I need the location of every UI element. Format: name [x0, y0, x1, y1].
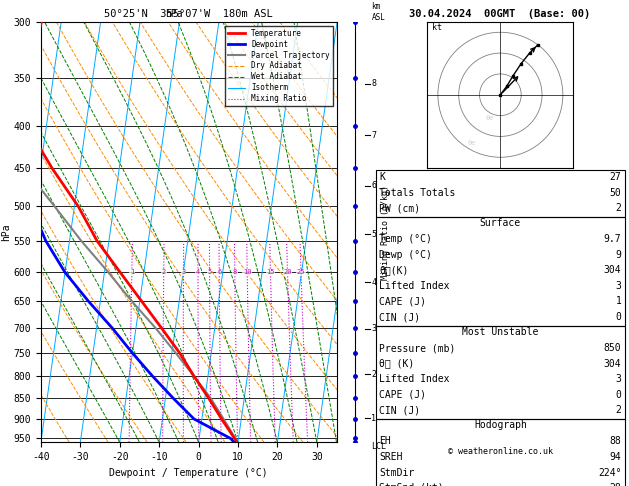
Text: 8: 8	[371, 79, 376, 88]
Text: 5: 5	[208, 269, 212, 276]
Y-axis label: hPa: hPa	[1, 223, 11, 241]
Text: 8: 8	[233, 269, 237, 276]
Text: 7: 7	[371, 131, 376, 140]
Text: 1: 1	[616, 296, 621, 307]
Text: θᴄ(K): θᴄ(K)	[379, 265, 409, 276]
Text: Hodograph: Hodograph	[474, 420, 527, 431]
Text: StmSpd (kt): StmSpd (kt)	[379, 483, 444, 486]
Text: CIN (J): CIN (J)	[379, 405, 420, 416]
Text: 28: 28	[610, 483, 621, 486]
Text: EH: EH	[379, 436, 391, 447]
Text: 2: 2	[616, 203, 621, 213]
Text: Temp (°C): Temp (°C)	[379, 234, 432, 244]
Text: θᴄ (K): θᴄ (K)	[379, 359, 415, 369]
Text: CIN (J): CIN (J)	[379, 312, 420, 322]
Text: θe: θe	[467, 140, 476, 146]
Text: 2: 2	[371, 369, 376, 379]
Text: 3: 3	[371, 324, 376, 333]
Text: 3: 3	[616, 281, 621, 291]
Text: θe: θe	[486, 115, 494, 121]
Text: 2: 2	[616, 405, 621, 416]
Text: 25: 25	[297, 269, 305, 276]
Text: 6: 6	[217, 269, 221, 276]
Text: 304: 304	[604, 265, 621, 276]
Text: © weatheronline.co.uk: © weatheronline.co.uk	[448, 447, 553, 456]
Text: 850: 850	[604, 343, 621, 353]
Text: Totals Totals: Totals Totals	[379, 188, 455, 198]
Text: 1: 1	[371, 414, 376, 423]
Text: 20: 20	[283, 269, 292, 276]
Text: 9.7: 9.7	[604, 234, 621, 244]
Text: Pressure (mb): Pressure (mb)	[379, 343, 455, 353]
Text: 50: 50	[610, 188, 621, 198]
Text: 6: 6	[371, 181, 376, 190]
Text: 1: 1	[130, 269, 134, 276]
Text: 88: 88	[610, 436, 621, 447]
Text: Surface: Surface	[480, 218, 521, 228]
Text: 0: 0	[616, 312, 621, 322]
Text: 5: 5	[371, 230, 376, 239]
Text: 10: 10	[243, 269, 252, 276]
Text: Mixing Ratio (g/kg): Mixing Ratio (g/kg)	[381, 185, 390, 279]
Text: Lifted Index: Lifted Index	[379, 374, 450, 384]
Text: LCL: LCL	[371, 442, 386, 451]
Text: 9: 9	[616, 250, 621, 260]
Text: Most Unstable: Most Unstable	[462, 327, 538, 337]
Text: 27: 27	[610, 172, 621, 182]
Text: hPa: hPa	[165, 9, 182, 19]
Text: 30.04.2024  00GMT  (Base: 00): 30.04.2024 00GMT (Base: 00)	[409, 9, 590, 19]
Text: kt: kt	[431, 23, 442, 32]
Text: 2: 2	[162, 269, 166, 276]
Text: CAPE (J): CAPE (J)	[379, 390, 426, 400]
Text: StmDir: StmDir	[379, 468, 415, 478]
Text: 50°25'N  355°07'W  180m ASL: 50°25'N 355°07'W 180m ASL	[104, 9, 273, 19]
Text: Dewp (°C): Dewp (°C)	[379, 250, 432, 260]
Text: 3: 3	[181, 269, 186, 276]
Text: 0: 0	[616, 390, 621, 400]
Text: K: K	[379, 172, 385, 182]
Legend: Temperature, Dewpoint, Parcel Trajectory, Dry Adiabat, Wet Adiabat, Isotherm, Mi: Temperature, Dewpoint, Parcel Trajectory…	[225, 26, 333, 106]
Text: 4: 4	[371, 278, 376, 287]
Text: 94: 94	[610, 452, 621, 462]
Text: SREH: SREH	[379, 452, 403, 462]
Text: Lifted Index: Lifted Index	[379, 281, 450, 291]
Text: 224°: 224°	[598, 468, 621, 478]
Text: km
ASL: km ASL	[371, 2, 385, 22]
Text: 3: 3	[616, 374, 621, 384]
Text: CAPE (J): CAPE (J)	[379, 296, 426, 307]
Text: 304: 304	[604, 359, 621, 369]
Text: PW (cm): PW (cm)	[379, 203, 420, 213]
Text: 15: 15	[266, 269, 275, 276]
Text: 4: 4	[196, 269, 200, 276]
X-axis label: Dewpoint / Temperature (°C): Dewpoint / Temperature (°C)	[109, 468, 268, 478]
